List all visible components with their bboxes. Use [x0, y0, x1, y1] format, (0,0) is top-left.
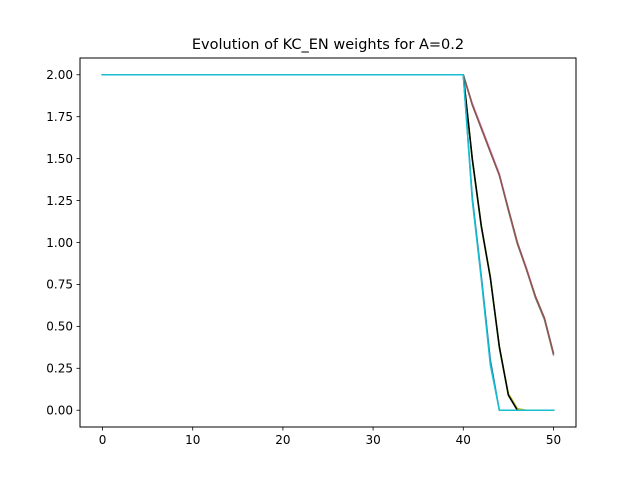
- y-tick-label: 0.00: [46, 404, 73, 418]
- series-line-6: [101, 74, 555, 411]
- y-tick-label: 1.50: [46, 152, 73, 166]
- series-layer: [101, 74, 555, 411]
- x-tick-label: 20: [275, 433, 290, 447]
- y-tick-label: 2.00: [46, 68, 73, 82]
- x-tick-label: 10: [185, 433, 200, 447]
- x-tick-label: 30: [365, 433, 380, 447]
- series-line-5: [101, 74, 555, 411]
- chart-title: Evolution of KC_EN weights for A=0.2: [192, 37, 464, 53]
- y-axis: 0.00 0.25 0.50 0.75 1.00 1.25 1.50 1.75 2.00: [46, 68, 80, 418]
- series-line-8: [101, 74, 555, 411]
- series-line-4: [101, 74, 555, 411]
- x-tick-label: 50: [546, 433, 561, 447]
- y-tick-label: 1.00: [46, 236, 73, 250]
- y-tick-label: 0.25: [46, 362, 73, 376]
- y-tick-label: 1.25: [46, 194, 73, 208]
- y-tick-label: 0.50: [46, 320, 73, 334]
- series-line-3: [101, 74, 555, 355]
- y-tick-label: 0.75: [46, 278, 73, 292]
- axes-frame: [79, 57, 577, 428]
- y-tick-label: 1.75: [46, 110, 73, 124]
- series-line-7: [101, 74, 555, 411]
- x-tick-label: 0: [99, 433, 107, 447]
- x-axis: 0 10 20 30 40 50: [99, 427, 561, 447]
- x-tick-label: 40: [456, 433, 471, 447]
